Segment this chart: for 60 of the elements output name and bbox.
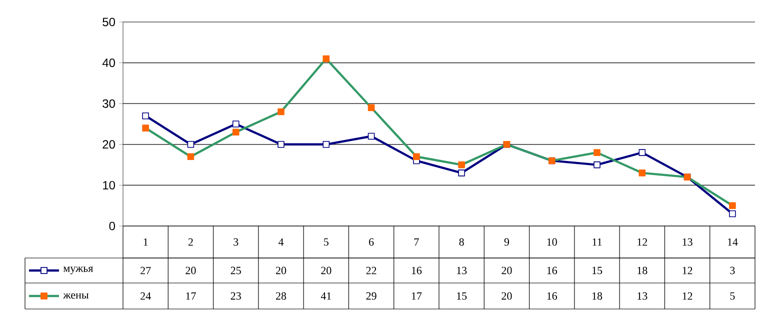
y-tick-label: 40	[102, 58, 116, 68]
point	[278, 141, 284, 148]
data-label: 15	[592, 266, 602, 274]
data-label: 13	[457, 266, 467, 274]
data-label: 13	[638, 292, 648, 300]
x-tick-label: 1	[144, 238, 148, 246]
data-label: 27	[140, 266, 151, 274]
y-tick-label: 50	[102, 18, 116, 26]
data-label: 5	[730, 292, 735, 300]
data-label: 41	[320, 292, 331, 300]
data-label: 18	[638, 266, 648, 274]
x-tick-label: 7	[414, 238, 419, 246]
data-label: 12	[682, 266, 692, 274]
x-tick-label: 8	[459, 238, 464, 246]
x-tick-label: 5	[324, 238, 328, 246]
data-label: 29	[366, 292, 376, 300]
data-label: 20	[186, 266, 196, 274]
data-label: 15	[457, 292, 467, 300]
y-tick-label: 0	[109, 222, 116, 230]
x-tick-label: 4	[278, 238, 284, 246]
data-label: 3	[730, 266, 735, 274]
data-label: 25	[230, 266, 241, 274]
data-label: 17	[412, 292, 422, 300]
data-label: 20	[502, 292, 512, 300]
x-tick-label: 3	[234, 238, 238, 246]
data-label: 20	[502, 266, 512, 274]
data-label: 16	[547, 266, 558, 274]
point	[729, 210, 736, 218]
data-label: 17	[186, 292, 196, 300]
data-label: 23	[230, 292, 241, 300]
point	[368, 132, 375, 140]
point	[142, 112, 149, 120]
y-tick-label: 20	[102, 140, 116, 149]
y-tick-label: 10	[103, 180, 116, 190]
data-label: 12	[682, 292, 692, 300]
y-tick-label: 30	[102, 99, 116, 108]
point	[594, 161, 600, 168]
x-tick-label: 10	[547, 238, 557, 246]
x-tick-label: 12	[638, 238, 648, 246]
data-label: 24	[140, 292, 151, 300]
x-tick-label: 9	[504, 238, 510, 246]
x-tick-label: 11	[592, 238, 602, 246]
data-label: 28	[276, 292, 286, 300]
x-tick-label: 14	[728, 238, 738, 246]
data-label: 18	[592, 292, 602, 300]
data-label: 20	[321, 266, 332, 274]
legend-label: мужья	[63, 266, 93, 274]
point	[458, 170, 465, 176]
legend-label: жены	[63, 293, 89, 299]
point	[322, 141, 330, 148]
data-label: 16	[547, 292, 558, 300]
x-tick-label: 13	[682, 238, 692, 246]
point	[638, 149, 646, 156]
data-label: 22	[366, 266, 376, 274]
x-tick-label: 2	[188, 238, 193, 246]
x-tick-label: 6	[369, 238, 374, 246]
data-label: 20	[276, 266, 286, 274]
point	[232, 120, 240, 128]
point	[187, 141, 194, 148]
data-label: 16	[412, 266, 422, 274]
